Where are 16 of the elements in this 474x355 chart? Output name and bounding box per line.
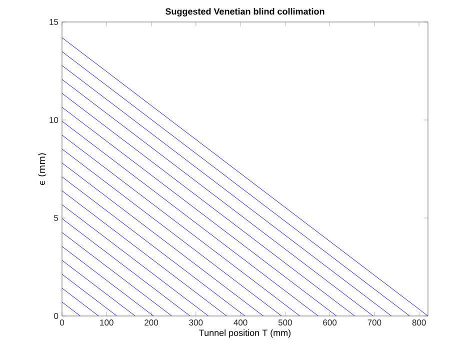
x-tick-label: 400: [234, 320, 248, 326]
x-tick-label: 100: [100, 320, 114, 326]
x-tick-label: 200: [144, 320, 158, 326]
x-tick-label: 800: [412, 320, 426, 326]
x-tick-label: 300: [189, 320, 203, 326]
x-tick-label: 0: [60, 320, 64, 326]
y-tick-label: 15: [50, 19, 58, 25]
chart-title: Suggested Venetian blind collimation: [166, 8, 324, 16]
y-tick-label: 10: [50, 116, 58, 123]
y-tick-label: 5: [54, 215, 58, 221]
x-tick-label: 500: [278, 320, 292, 326]
x-axis-title: Tunnel position T (mm): [199, 329, 291, 338]
x-tick-label: 600: [323, 320, 337, 326]
y-axis-title: ϵ (mm): [38, 153, 46, 185]
x-tick-label: 700: [368, 320, 382, 326]
y-tick-label: 0: [54, 312, 58, 319]
